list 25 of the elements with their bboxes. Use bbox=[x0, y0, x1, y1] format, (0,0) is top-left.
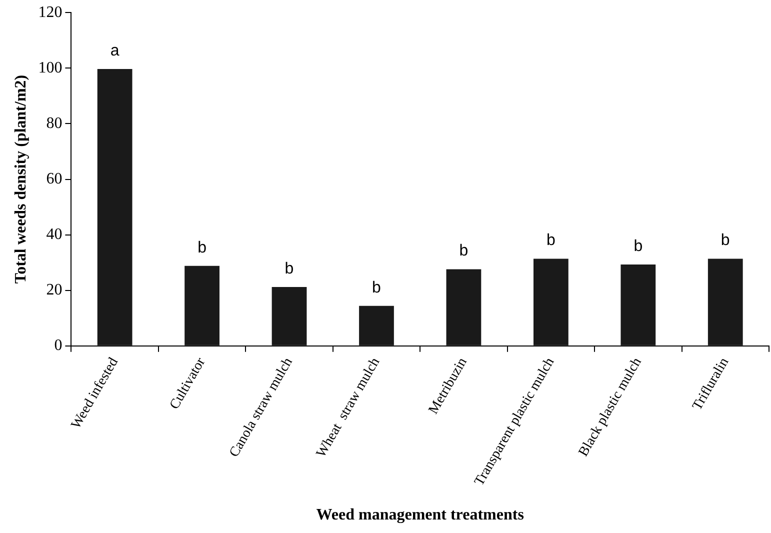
y-tick-label: 40 bbox=[46, 226, 62, 244]
annotation: b bbox=[459, 242, 468, 260]
y-tick-label: 20 bbox=[46, 282, 62, 299]
annotation: b bbox=[546, 232, 556, 250]
y-tick-label: 120 bbox=[38, 4, 62, 21]
bar bbox=[708, 258, 743, 346]
bar bbox=[272, 287, 307, 346]
bar bbox=[184, 266, 220, 346]
y-tick-label: 0 bbox=[54, 337, 62, 354]
bar bbox=[97, 68, 132, 346]
annotation: b bbox=[198, 239, 207, 256]
y-axis-title: Total weeds density (plant/m2) bbox=[12, 74, 30, 284]
y-tick-label: 60 bbox=[46, 170, 62, 188]
y-tick-label: 100 bbox=[38, 59, 62, 76]
bar bbox=[620, 264, 656, 346]
annotation: b bbox=[284, 260, 294, 278]
annotation: b bbox=[720, 232, 730, 250]
bar bbox=[359, 306, 394, 346]
x-axis-title: Weed management treatments bbox=[316, 506, 524, 524]
bar bbox=[446, 269, 482, 346]
annotation: b bbox=[372, 279, 382, 296]
annotation: b bbox=[634, 238, 643, 255]
bar bbox=[533, 258, 568, 346]
annotation: a bbox=[110, 42, 120, 60]
y-tick-label: 80 bbox=[46, 114, 62, 132]
